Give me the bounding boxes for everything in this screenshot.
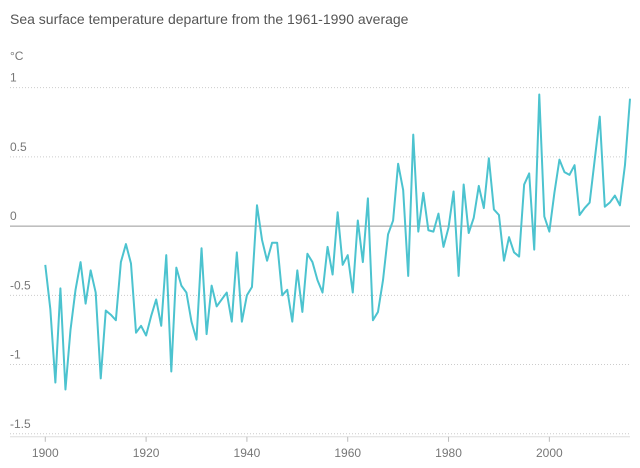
y-tick-label: 0 xyxy=(10,209,17,223)
x-tick-label: 1900 xyxy=(32,446,59,460)
x-tick-label: 1940 xyxy=(234,446,261,460)
y-axis-label: °C xyxy=(10,49,24,63)
data-line xyxy=(44,93,631,391)
x-tick-label: 1960 xyxy=(334,446,361,460)
y-tick-label: -1.5 xyxy=(10,417,31,431)
y-tick-label: -0.5 xyxy=(10,278,31,292)
x-tick-label: 1920 xyxy=(133,446,160,460)
x-tick-label: 1980 xyxy=(435,446,462,460)
x-tick-label: 2000 xyxy=(536,446,563,460)
y-tick-label: -1 xyxy=(10,348,21,362)
y-tick-label: 0.5 xyxy=(10,140,27,154)
chart-title: Sea surface temperature departure from t… xyxy=(10,11,409,27)
y-tick-label: 1 xyxy=(10,71,17,85)
